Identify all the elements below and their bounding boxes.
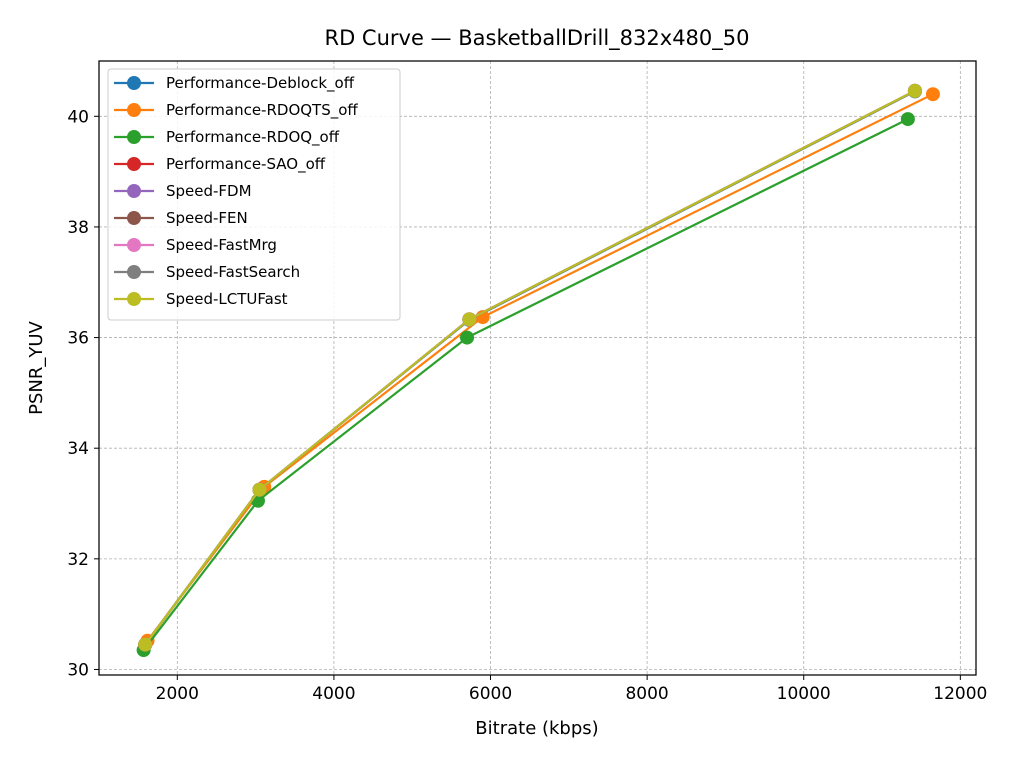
legend-marker-swatch [127,130,141,144]
y-tick-label: 40 [67,107,89,127]
legend-entry: Speed-FastMrg [114,236,277,254]
data-point [252,482,267,497]
legend-entry: Performance-Deblock_off [114,74,355,93]
data-point [138,637,153,652]
data-point [925,87,940,102]
legend-label: Performance-RDOQ_off [166,128,340,147]
legend-entry: Performance-SAO_off [114,155,326,174]
ticks-layer: 2000 4000 6000 8000 10000 12000 30 32 34 36 38 40 [67,107,987,704]
legend-marker-swatch [127,238,141,252]
x-tick-label: 8000 [625,684,668,704]
data-point [900,112,915,127]
plot-area-frame [98,60,977,676]
legend-label: Performance-Deblock_off [166,74,355,93]
legend-label: Speed-FEN [166,209,248,227]
data-point [460,330,475,345]
legend-label: Speed-FastSearch [166,263,300,281]
legend-marker-swatch [127,103,141,117]
legend-label: Performance-SAO_off [166,155,326,174]
legend-marker-swatch [127,76,141,90]
y-axis-label: PSNR_YUV [26,320,47,414]
chart-title: RD Curve — BasketballDrill_832x480_50 [324,26,749,51]
legend-entry: Speed-FDM [114,182,252,200]
legend-label: Performance-RDOQTS_off [166,101,358,120]
y-tick-label: 34 [67,439,89,459]
data-point [462,312,477,327]
legend-entry: Performance-RDOQ_off [114,128,340,147]
y-tick-label: 38 [67,218,89,238]
series-line [142,118,909,651]
legend-label: Speed-FastMrg [166,236,277,254]
data-point [907,83,922,98]
legend-entry: Performance-RDOQTS_off [114,101,358,120]
x-tick-label: 10000 [777,684,831,704]
legend-marker-swatch [127,292,141,306]
legend-entry: Speed-FastSearch [114,263,300,281]
series-group [138,83,922,652]
legend-label: Speed-LCTUFast [166,290,288,308]
x-tick-label: 6000 [469,684,512,704]
legend: Performance-Deblock_off Performance-RDOQT… [107,68,401,321]
y-tick-label: 30 [67,660,89,680]
x-tick-label: 2000 [156,684,199,704]
legend-marker-swatch [127,157,141,171]
x-tick-label: 4000 [312,684,355,704]
legend-marker-swatch [127,265,141,279]
legend-entry: Speed-LCTUFast [114,290,288,308]
legend-marker-swatch [127,184,141,198]
y-tick-label: 32 [67,550,89,570]
y-tick-label: 36 [67,329,89,349]
legend-entry: Speed-FEN [114,209,248,227]
series-layer [136,83,940,658]
legend-marker-swatch [127,211,141,225]
x-axis-label: Bitrate (kbps) [475,718,598,739]
legend-box [107,68,401,321]
x-tick-label: 12000 [933,684,987,704]
series-line [144,89,916,646]
legend-label: Speed-FDM [166,182,252,200]
